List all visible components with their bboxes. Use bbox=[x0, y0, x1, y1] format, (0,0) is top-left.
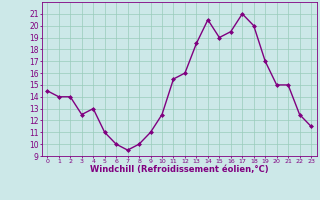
X-axis label: Windchill (Refroidissement éolien,°C): Windchill (Refroidissement éolien,°C) bbox=[90, 165, 268, 174]
